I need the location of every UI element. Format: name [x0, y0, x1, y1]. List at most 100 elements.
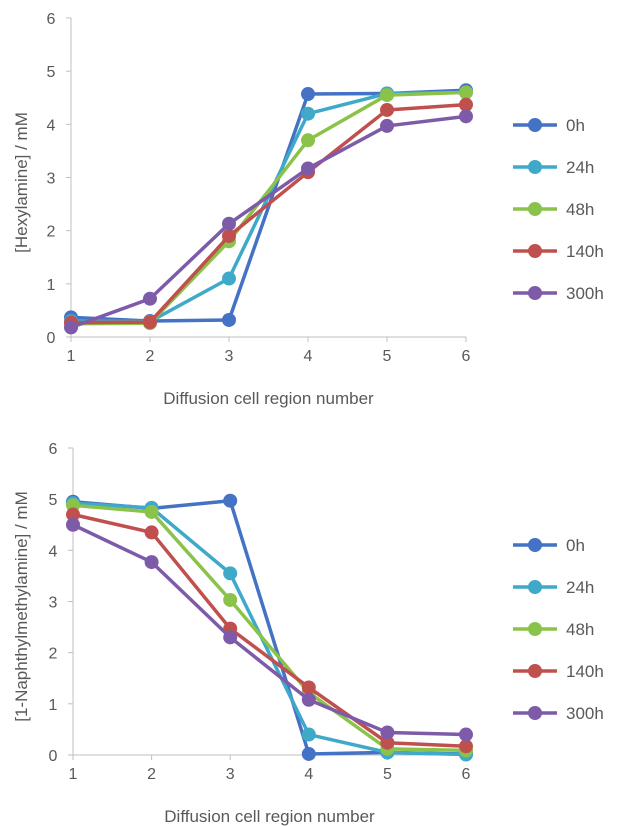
legend-swatch-marker	[528, 244, 542, 258]
legend-item-48h: 48h	[513, 620, 594, 639]
legend-swatch-marker	[528, 706, 542, 720]
legend-label: 300h	[566, 284, 604, 303]
legend: 0h 24h 48h 140h 300h	[513, 116, 604, 303]
legend-swatch-marker	[528, 664, 542, 678]
data-point	[222, 271, 236, 286]
data-point	[66, 517, 80, 532]
x-tick-label: 1	[69, 766, 78, 783]
x-tick-label: 2	[146, 348, 155, 365]
x-axis-title: Diffusion cell region number	[164, 807, 375, 826]
data-point	[459, 85, 473, 100]
x-tick-label: 6	[462, 766, 471, 783]
x-tick-label: 5	[383, 348, 392, 365]
data-point	[222, 216, 236, 231]
x-axis-title: Diffusion cell region number	[163, 389, 374, 408]
series-line	[71, 503, 468, 753]
data-point	[459, 109, 473, 124]
series-140h	[66, 507, 473, 754]
y-tick-label: 5	[49, 492, 58, 509]
legend-item-24h: 24h	[513, 158, 594, 177]
series-line	[71, 498, 468, 756]
data-point	[301, 680, 316, 695]
data-point	[223, 630, 238, 645]
y-tick-label: 2	[49, 646, 58, 663]
x-tick-label: 4	[304, 766, 313, 783]
data-point	[380, 735, 395, 750]
legend-item-140h: 140h	[513, 242, 604, 261]
legend-item-140h: 140h	[513, 662, 604, 681]
legend-item-0h: 0h	[513, 536, 585, 555]
data-point	[301, 727, 316, 742]
data-point	[459, 727, 473, 742]
data-point	[64, 320, 78, 335]
series-line	[69, 114, 468, 330]
y-tick-label: 1	[47, 277, 56, 294]
y-tick-label: 0	[47, 330, 56, 347]
data-point	[380, 102, 394, 117]
data-point	[144, 504, 159, 519]
legend-label: 48h	[566, 620, 594, 639]
legend-label: 140h	[566, 662, 604, 681]
legend-item-48h: 48h	[513, 200, 594, 219]
y-tick-label: 6	[47, 11, 56, 28]
data-point	[301, 133, 315, 148]
y-tick-label: 1	[49, 697, 58, 714]
y-tick-label: 2	[47, 224, 56, 241]
legend-swatch-marker	[528, 580, 542, 594]
legend-label: 0h	[566, 116, 585, 135]
data-point	[223, 566, 238, 581]
y-tick-label: 4	[47, 117, 56, 134]
x-tick-label: 2	[147, 766, 156, 783]
legend-swatch-marker	[528, 118, 542, 132]
legend-swatch-marker	[528, 202, 542, 216]
x-tick-label: 1	[67, 348, 76, 365]
x-tick-label: 4	[304, 348, 313, 365]
legend-item-300h: 300h	[513, 704, 604, 723]
y-tick-label: 5	[47, 64, 56, 81]
series-line	[69, 102, 468, 325]
y-tick-label: 0	[49, 748, 58, 765]
legend-label: 0h	[566, 536, 585, 555]
series-line	[71, 523, 468, 737]
y-axis-title: [1-Naphthylmethylamine] / mM	[12, 491, 31, 722]
y-tick-label: 3	[49, 595, 58, 612]
legend-item-24h: 24h	[513, 578, 594, 597]
legend-label: 140h	[566, 242, 604, 261]
y-tick-label: 4	[49, 543, 58, 560]
legend-swatch-marker	[528, 160, 542, 174]
data-point	[143, 315, 157, 330]
y-tick-label: 6	[49, 441, 58, 458]
data-point	[380, 118, 394, 133]
data-point	[143, 291, 157, 306]
data-point	[459, 97, 473, 112]
series-140h	[64, 97, 473, 330]
data-point	[380, 725, 395, 740]
legend-label: 300h	[566, 704, 604, 723]
y-axis-title: [Hexylamine] / mM	[12, 112, 31, 253]
data-point	[301, 692, 316, 707]
legend-item-0h: 0h	[513, 116, 585, 135]
data-point	[459, 739, 473, 754]
data-point	[144, 555, 159, 570]
series-300h	[64, 109, 473, 335]
data-point	[66, 507, 80, 522]
legend-swatch-marker	[528, 622, 542, 636]
data-point	[144, 525, 159, 540]
series-300h	[66, 517, 473, 742]
data-point	[223, 592, 238, 607]
data-point	[301, 746, 316, 761]
legend-label: 24h	[566, 158, 594, 177]
series-0h	[66, 493, 473, 761]
x-tick-label: 3	[225, 348, 234, 365]
x-tick-label: 6	[462, 348, 471, 365]
data-point	[222, 228, 236, 243]
y-tick-label: 3	[47, 171, 56, 188]
legend-label: 48h	[566, 200, 594, 219]
data-point	[301, 161, 315, 176]
legend-swatch-marker	[528, 286, 542, 300]
x-tick-label: 5	[383, 766, 392, 783]
legend-swatch-marker	[528, 538, 542, 552]
